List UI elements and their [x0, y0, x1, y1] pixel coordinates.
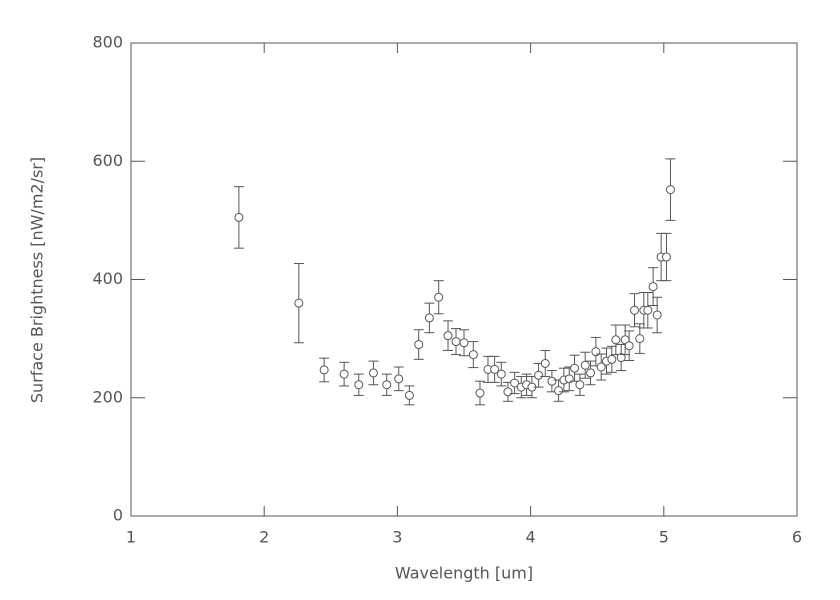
point [490, 364, 500, 374]
point [665, 185, 675, 195]
x-tick-label: 6 [792, 528, 802, 547]
point [354, 380, 364, 390]
point [643, 305, 653, 315]
plot-frame [130, 42, 798, 517]
point [234, 212, 244, 222]
y-axis-label: Surface Brightness [nW/m2/sr] [28, 157, 47, 403]
point [629, 305, 639, 315]
x-tick-label: 1 [126, 528, 136, 547]
y-tick-label: 800 [92, 33, 123, 52]
point [459, 338, 469, 348]
point [496, 369, 506, 379]
y-tick-label: 400 [92, 269, 123, 288]
point [434, 292, 444, 302]
point [554, 386, 564, 396]
point [424, 313, 434, 323]
point [607, 354, 617, 364]
y-tick-label: 600 [92, 151, 123, 170]
y-tick-label: 0 [113, 506, 123, 525]
point [319, 365, 329, 375]
point [368, 368, 378, 378]
point [586, 368, 596, 378]
point [294, 298, 304, 308]
point [510, 378, 520, 388]
point [570, 363, 580, 373]
point [503, 387, 513, 397]
point [652, 310, 662, 320]
point [468, 350, 478, 360]
point [575, 380, 585, 390]
x-axis-label: Wavelength [um] [395, 564, 533, 583]
point [382, 380, 392, 390]
x-tick-label: 2 [259, 528, 269, 547]
x-tick-label: 3 [392, 528, 402, 547]
point [443, 331, 453, 341]
point [404, 390, 414, 400]
point [661, 252, 671, 262]
point [580, 360, 590, 370]
point [540, 358, 550, 368]
x-tick-label: 5 [659, 528, 669, 547]
point [534, 370, 544, 380]
point [547, 376, 557, 386]
x-tick-label: 4 [526, 528, 536, 547]
point [339, 369, 349, 379]
point [648, 282, 658, 292]
point [475, 388, 485, 398]
point [596, 362, 606, 372]
point [635, 334, 645, 344]
point [414, 340, 424, 350]
point [624, 341, 634, 351]
point [611, 335, 621, 345]
point [451, 337, 461, 347]
point [616, 353, 626, 363]
point [394, 374, 404, 384]
y-tick-label: 200 [92, 387, 123, 406]
